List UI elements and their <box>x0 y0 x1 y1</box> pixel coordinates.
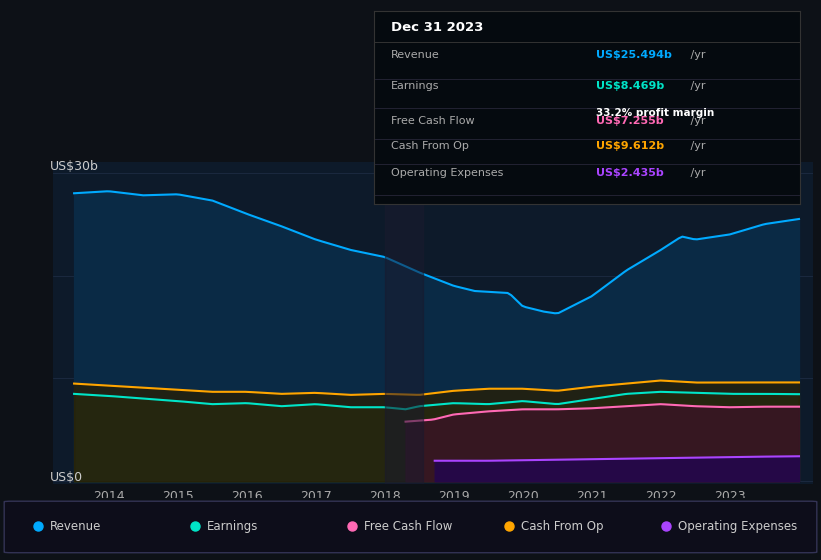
Text: Operating Expenses: Operating Expenses <box>391 167 503 178</box>
Text: Cash From Op: Cash From Op <box>391 141 469 151</box>
FancyBboxPatch shape <box>4 501 817 553</box>
Bar <box>385 162 423 484</box>
Text: US$30b: US$30b <box>49 160 99 173</box>
Text: Cash From Op: Cash From Op <box>521 520 603 533</box>
Text: /yr: /yr <box>687 167 706 178</box>
Text: US$2.435b: US$2.435b <box>595 167 663 178</box>
Text: US$0: US$0 <box>49 472 83 484</box>
Text: US$25.494b: US$25.494b <box>595 50 672 60</box>
Text: Earnings: Earnings <box>207 520 259 533</box>
Text: US$7.255b: US$7.255b <box>595 115 663 125</box>
Text: US$8.469b: US$8.469b <box>595 81 664 91</box>
Text: /yr: /yr <box>687 141 706 151</box>
Text: Revenue: Revenue <box>391 50 439 60</box>
Text: US$9.612b: US$9.612b <box>595 141 663 151</box>
Text: /yr: /yr <box>687 115 706 125</box>
Text: Free Cash Flow: Free Cash Flow <box>364 520 452 533</box>
Text: Dec 31 2023: Dec 31 2023 <box>391 21 483 34</box>
Text: 33.2% profit margin: 33.2% profit margin <box>595 108 713 118</box>
Text: Free Cash Flow: Free Cash Flow <box>391 115 475 125</box>
Text: /yr: /yr <box>687 81 706 91</box>
Text: Revenue: Revenue <box>50 520 102 533</box>
Text: /yr: /yr <box>687 50 706 60</box>
Text: Earnings: Earnings <box>391 81 439 91</box>
Text: Operating Expenses: Operating Expenses <box>677 520 797 533</box>
